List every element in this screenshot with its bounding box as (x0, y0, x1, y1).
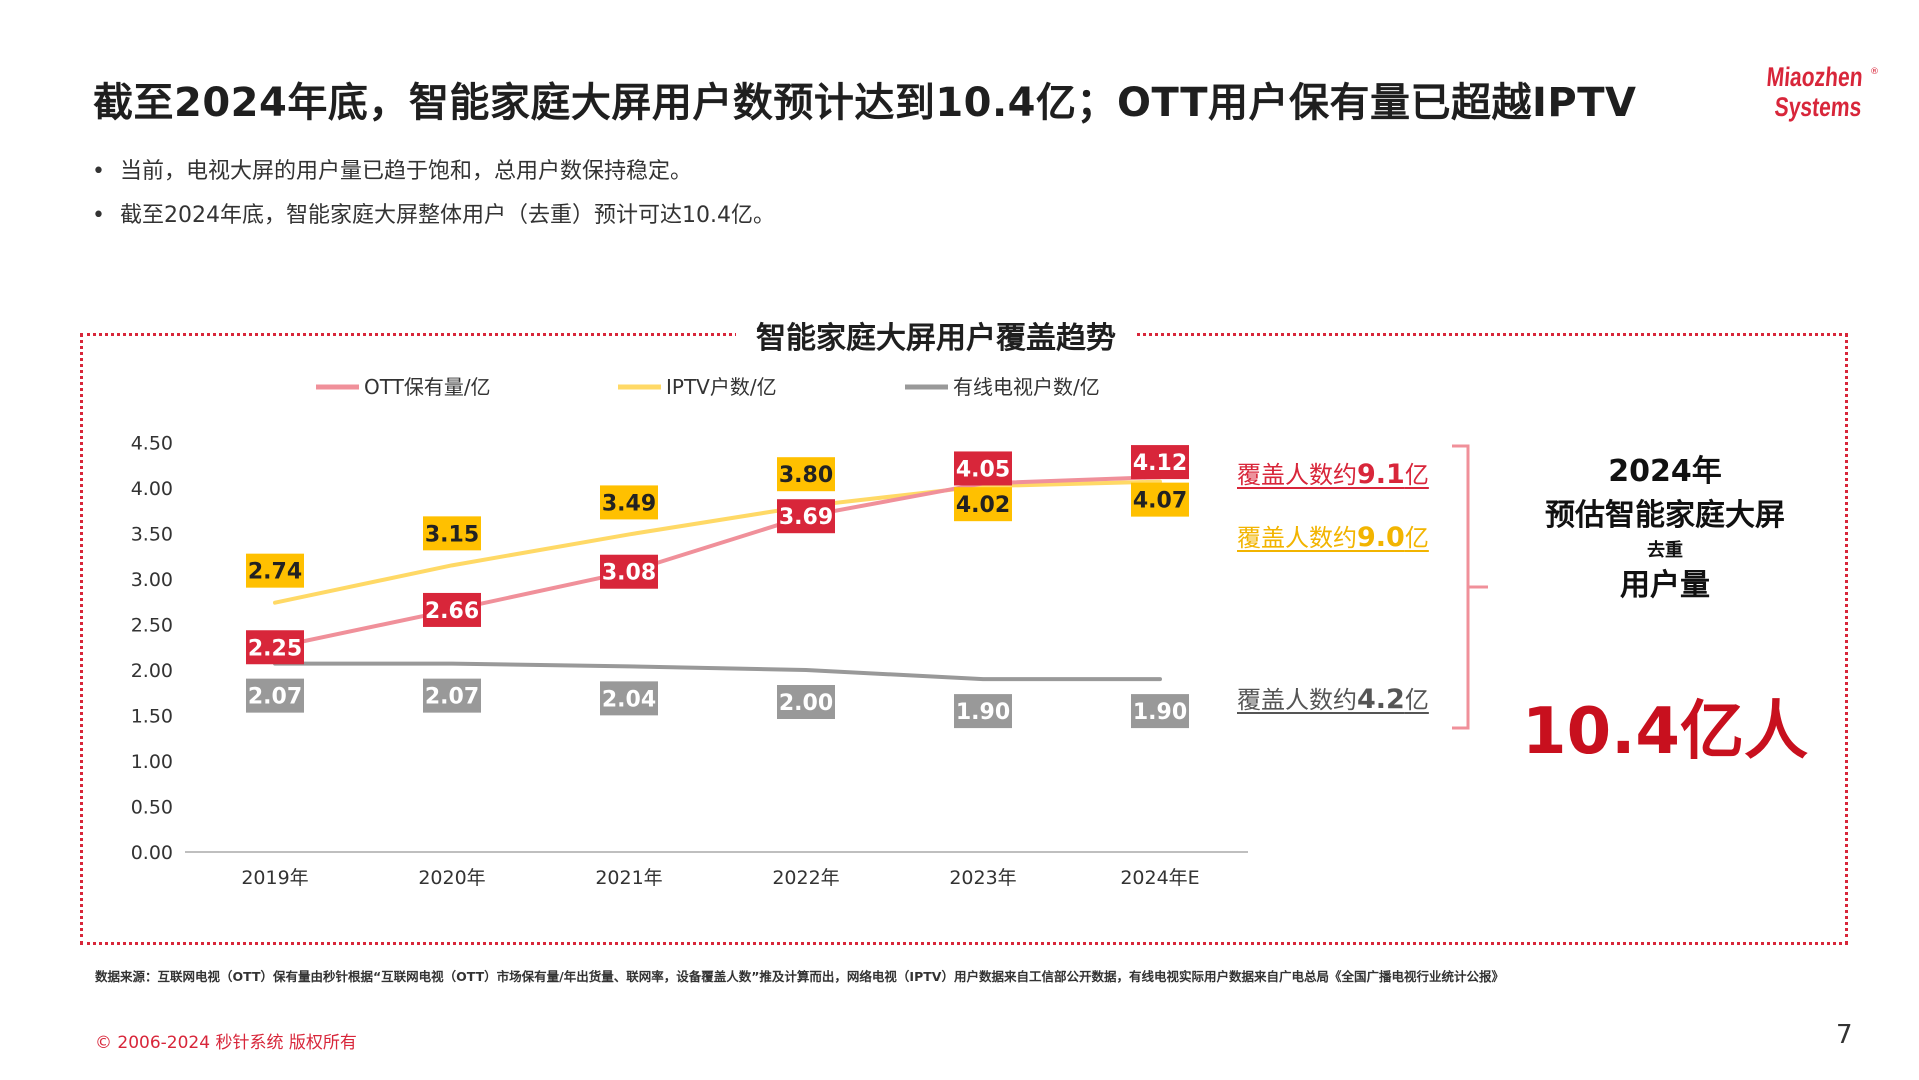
data-label: 1.90 (1133, 700, 1187, 725)
summary-line2: 预估智能家庭大屏 (1545, 498, 1785, 533)
x-tick-label: 2022年 (772, 867, 839, 889)
x-tick-label: 2019年 (241, 867, 308, 889)
data-label-box (1131, 445, 1189, 480)
series-line (273, 661, 1162, 682)
data-label-box (246, 678, 304, 713)
y-tick-label: 1.00 (131, 751, 173, 773)
data-label: 2.07 (425, 685, 479, 710)
data-label: 3.15 (425, 522, 479, 547)
y-tick-label: 4.50 (131, 433, 173, 455)
data-label: 4.07 (1133, 489, 1187, 514)
summary-block: 2024年 预估智能家庭大屏 去重 用户量 (1505, 450, 1825, 608)
coverage-ott-prefix: 覆盖人数约 (1237, 461, 1357, 489)
data-label-box (777, 685, 835, 719)
data-label-box (600, 681, 658, 716)
legend-label: IPTV户数/亿 (666, 375, 777, 399)
data-label: 3.69 (779, 505, 833, 530)
data-label-box (954, 451, 1012, 486)
data-label: 2.04 (602, 687, 656, 712)
legend-label: OTT保有量/亿 (364, 375, 491, 399)
bullet-item: • 当前，电视大屏的用户量已趋于饱和，总用户数保持稳定。 (92, 150, 775, 194)
data-label-box (246, 553, 304, 588)
data-label-box (423, 516, 481, 551)
miaozhen-logo: Miaozhen Systems ® (1766, 62, 1879, 132)
legend-label: 有线电视户数/亿 (953, 375, 1100, 399)
chart-title: 智能家庭大屏用户覆盖趋势 (736, 313, 1136, 357)
summary-small: 去重 (1647, 540, 1683, 561)
data-label: 4.02 (956, 493, 1010, 518)
data-source-note: 数据来源：互联网电视（OTT）保有量由秒针根据“互联网电视（OTT）市场保有量/… (95, 969, 1504, 984)
y-tick-label: 2.50 (131, 615, 173, 637)
data-label: 2.25 (248, 636, 302, 661)
series-line (273, 479, 1162, 605)
coverage-ott: 覆盖人数约9.1亿 (1237, 455, 1429, 490)
bullet-dot: • (92, 159, 105, 184)
data-label-box (777, 499, 835, 534)
coverage-ott-suffix: 亿 (1404, 461, 1429, 489)
coverage-cable: 覆盖人数约4.2亿 (1237, 680, 1429, 715)
chart-axes: 0.00 0.50 1.00 1.50 2.00 2.50 3.00 3.50 4.00 4.50… (131, 433, 1248, 889)
y-tick-label: 3.50 (131, 524, 173, 546)
coverage-iptv-value: 9.0 (1357, 522, 1405, 553)
data-label-box (777, 457, 835, 492)
data-label-box (600, 485, 658, 520)
data-label: 2.00 (779, 691, 833, 716)
coverage-bracket (1452, 444, 1488, 730)
data-label: 3.80 (779, 463, 833, 488)
chart-data-labels: 2.25 2.66 3.08 3.69 4.05 4.12 2.74 3.15 3.49 3.80… (246, 445, 1189, 729)
page-number: 7 (1836, 1020, 1853, 1050)
data-label-box (246, 630, 304, 665)
series-line (273, 475, 1162, 650)
y-tick-label: 4.00 (131, 478, 173, 500)
coverage-iptv-suffix: 亿 (1404, 524, 1429, 552)
y-tick-label: 1.50 (131, 706, 173, 728)
data-label-box (954, 487, 1012, 522)
summary-big-number: 10.4亿人 (1522, 695, 1808, 769)
chart-legend: OTT保有量/亿 IPTV户数/亿 有线电视户数/亿 (316, 375, 1100, 399)
data-label-box (600, 554, 658, 589)
data-label-box (423, 678, 481, 713)
data-label-box (954, 694, 1012, 729)
y-tick-label: 3.00 (131, 569, 173, 591)
page-title: 截至2024年底，智能家庭大屏用户数预计达到10.4亿；OTT用户保有量已超越I… (93, 80, 1637, 126)
y-tick-label: 0.00 (131, 842, 173, 864)
data-label: 3.08 (602, 561, 656, 586)
summary-year: 2024年 (1608, 454, 1722, 489)
x-tick-label: 2023年 (949, 867, 1016, 889)
summary-line3: 用户量 (1620, 568, 1710, 603)
copyright: © 2006-2024 秒针系统 版权所有 (95, 1033, 357, 1053)
data-label: 2.74 (248, 560, 302, 585)
coverage-cable-value: 4.2 (1357, 684, 1405, 715)
data-label: 2.07 (248, 685, 302, 710)
coverage-cable-suffix: 亿 (1404, 686, 1429, 714)
chart-lines (273, 475, 1162, 682)
data-label: 4.05 (956, 457, 1010, 482)
logo-registered: ® (1870, 67, 1879, 77)
data-label-box (1131, 482, 1189, 517)
y-tick-label: 2.00 (131, 660, 173, 682)
data-label: 3.49 (602, 491, 656, 516)
coverage-ott-value: 9.1 (1357, 459, 1405, 490)
bullet-dot: • (92, 203, 105, 228)
data-label: 2.66 (425, 599, 479, 624)
bullet-list: • 当前，电视大屏的用户量已趋于饱和，总用户数保持稳定。 • 截至2024年底，智能… (92, 150, 775, 238)
x-tick-label: 2024年E (1120, 867, 1199, 889)
bracket-shape (1452, 444, 1488, 730)
data-label: 1.90 (956, 700, 1010, 725)
bullet-text: 当前，电视大屏的用户量已趋于饱和，总用户数保持稳定。 (120, 159, 693, 184)
coverage-iptv-prefix: 覆盖人数约 (1237, 524, 1357, 552)
y-tick-label: 0.50 (131, 797, 173, 819)
data-label-box (1131, 694, 1189, 729)
coverage-cable-prefix: 覆盖人数约 (1237, 686, 1357, 714)
data-label: 4.12 (1133, 451, 1187, 476)
x-tick-label: 2020年 (418, 867, 485, 889)
coverage-iptv: 覆盖人数约9.0亿 (1237, 518, 1429, 553)
bullet-text: 截至2024年底，智能家庭大屏整体用户（去重）预计可达10.4亿。 (120, 203, 775, 228)
bullet-item: • 截至2024年底，智能家庭大屏整体用户（去重）预计可达10.4亿。 (92, 194, 775, 238)
data-label-box (423, 592, 481, 627)
x-tick-label: 2021年 (595, 867, 662, 889)
